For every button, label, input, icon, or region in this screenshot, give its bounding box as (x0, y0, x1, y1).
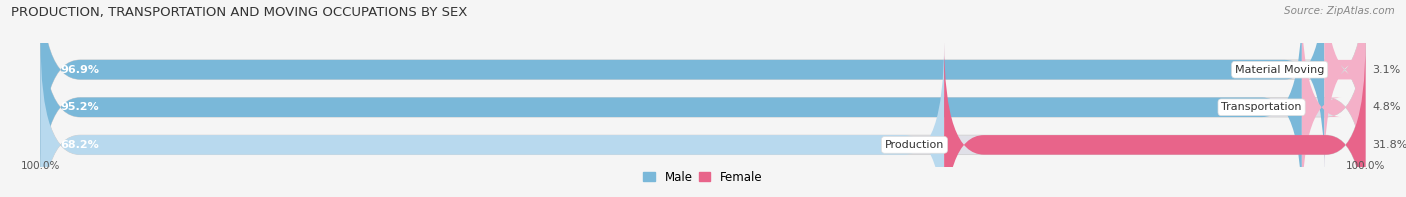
Text: Transportation: Transportation (1222, 102, 1302, 112)
FancyBboxPatch shape (41, 0, 1324, 173)
Text: 100.0%: 100.0% (1346, 161, 1385, 171)
Text: PRODUCTION, TRANSPORTATION AND MOVING OCCUPATIONS BY SEX: PRODUCTION, TRANSPORTATION AND MOVING OC… (11, 6, 468, 19)
FancyBboxPatch shape (41, 42, 1365, 197)
FancyBboxPatch shape (41, 4, 1365, 197)
FancyBboxPatch shape (41, 4, 1302, 197)
Text: Production: Production (884, 140, 945, 150)
Text: 95.2%: 95.2% (60, 102, 98, 112)
FancyBboxPatch shape (41, 42, 945, 197)
Text: 100.0%: 100.0% (21, 161, 60, 171)
FancyBboxPatch shape (945, 42, 1365, 197)
Text: Source: ZipAtlas.com: Source: ZipAtlas.com (1284, 6, 1395, 16)
FancyBboxPatch shape (1324, 0, 1365, 173)
Text: 96.9%: 96.9% (60, 65, 100, 75)
FancyBboxPatch shape (41, 0, 1365, 173)
Text: 3.1%: 3.1% (1372, 65, 1400, 75)
Text: 68.2%: 68.2% (60, 140, 100, 150)
Text: Material Moving: Material Moving (1234, 65, 1324, 75)
Legend: Male, Female: Male, Female (644, 171, 762, 184)
Text: 31.8%: 31.8% (1372, 140, 1406, 150)
FancyBboxPatch shape (1302, 4, 1365, 197)
Text: 4.8%: 4.8% (1372, 102, 1400, 112)
